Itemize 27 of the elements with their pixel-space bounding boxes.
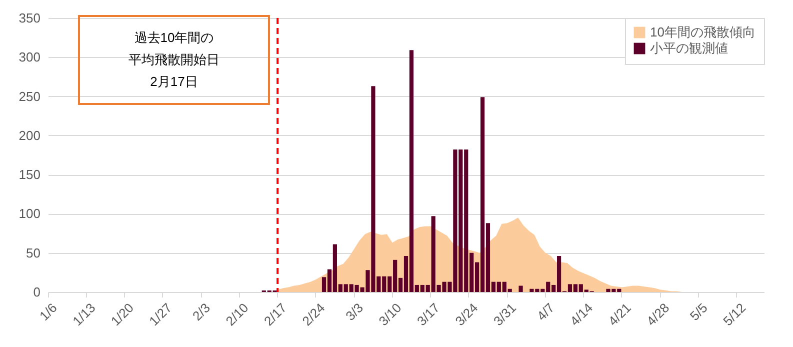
x-tick-label: 4/7 — [534, 300, 558, 324]
y-tick-label: 300 — [18, 50, 40, 65]
x-tick-label: 3/10 — [376, 300, 404, 329]
y-tick-label: 50 — [26, 245, 40, 260]
x-tick-label: 4/28 — [644, 300, 672, 329]
x-tick-label: 5/12 — [720, 300, 749, 329]
y-tick-label: 100 — [18, 206, 40, 222]
legend-label: 10年間の飛散傾向 — [650, 24, 756, 40]
y-tick-label: 0 — [33, 284, 40, 300]
x-tick-label: 3/24 — [452, 300, 481, 329]
bar — [518, 286, 523, 292]
text-box: 過去10年間の 平均飛散開始日 2月17日 — [78, 15, 270, 105]
x-tick-label: 4/21 — [605, 300, 634, 329]
annotation: 過去10年間の — [134, 29, 214, 47]
annotation: 平均飛散開始日 — [128, 51, 220, 69]
y-tick-label: 250 — [18, 88, 40, 104]
y-tick-label: 200 — [18, 128, 40, 143]
y-tick-label: 150 — [18, 167, 40, 182]
x-tick-label: 3/31 — [490, 300, 520, 329]
x-tick-label: 4/14 — [567, 300, 596, 329]
y-tick-label: 350 — [18, 10, 40, 26]
legend-label: 小平の観測値 — [650, 40, 728, 56]
x-tick-label: 1/6 — [36, 300, 60, 324]
annotation: 2月17日 — [150, 73, 198, 91]
x-tick-label: 2/3 — [190, 300, 213, 324]
x-tick-label: 3/3 — [342, 300, 366, 324]
x-tick-label: 5/5 — [686, 300, 710, 324]
